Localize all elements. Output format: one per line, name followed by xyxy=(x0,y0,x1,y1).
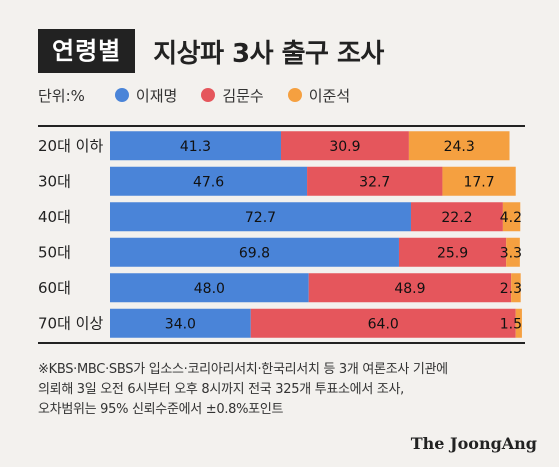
legend-label-kim-moonsoo: 김문수 xyxy=(222,86,264,105)
bar-lee-jaemyung xyxy=(110,166,308,196)
legend-dot-kim-moonsoo xyxy=(201,88,216,102)
legend-dot-lee-jaemyung xyxy=(114,88,129,102)
category-label: 70대 이상 xyxy=(38,314,103,332)
legend-item-lee-jaemyung: 이재명 xyxy=(114,85,178,106)
value-label-lee-jaemyung: 47.6 xyxy=(193,174,224,190)
category-label: 40대 xyxy=(38,208,71,226)
bar-lee-junseok xyxy=(442,166,516,196)
title-row: 연령별 지상파 3사 출구 조사 xyxy=(38,28,384,74)
bar-kim-moonsoo xyxy=(308,273,512,303)
footnote-line: 오차범위는 95% 신뢰수준에서 ±0.8%포인트 xyxy=(38,402,284,417)
joongang-logo: The JoongAng xyxy=(410,434,537,453)
category-label: 30대 xyxy=(38,172,71,190)
value-label-kim-moonsoo: 30.9 xyxy=(329,139,360,155)
bar-kim-moonsoo xyxy=(410,202,503,232)
unit-label: 단위:% xyxy=(38,86,85,105)
footnote-line: ※KBS·MBC·SBS가 입소스·코리아리서치·한국리서치 등 3개 여론조사… xyxy=(38,362,448,377)
category-label: 50대 xyxy=(38,243,71,261)
bar-lee-junseok xyxy=(502,202,521,232)
bar-lee-junseok xyxy=(511,273,521,303)
value-label-lee-junseok: 1.5 xyxy=(500,316,522,332)
category-label: 60대 xyxy=(38,279,71,297)
value-label-kim-moonsoo: 64.0 xyxy=(368,316,399,332)
bar-lee-jaemyung xyxy=(110,237,399,267)
value-label-lee-jaemyung: 34.0 xyxy=(165,316,196,332)
value-label-lee-junseok: 24.3 xyxy=(444,139,475,155)
bar-kim-moonsoo xyxy=(280,131,409,161)
bar-lee-jaemyung xyxy=(110,273,309,303)
chart-bottom-rule xyxy=(38,342,525,344)
legend-item-kim-moonsoo: 김문수 xyxy=(201,85,264,106)
legend-label-lee-junseok: 이준석 xyxy=(308,86,351,105)
bar-lee-jaemyung xyxy=(110,202,411,232)
bar-kim-moonsoo xyxy=(250,308,516,338)
bar-lee-junseok xyxy=(408,131,510,161)
legend: 단위:% 이재명 김문수 이준석 xyxy=(38,84,374,106)
value-label-lee-junseok: 3.3 xyxy=(500,245,522,261)
title-tag: 연령별 xyxy=(38,29,136,73)
value-label-lee-jaemyung: 69.8 xyxy=(239,245,270,261)
chart-top-rule xyxy=(38,125,525,127)
legend-item-lee-junseok: 이준석 xyxy=(287,85,351,106)
value-label-lee-junseok: 2.3 xyxy=(500,281,522,297)
value-label-lee-jaemyung: 41.3 xyxy=(180,139,211,155)
bar-lee-junseok xyxy=(506,237,520,267)
legend-dot-lee-junseok xyxy=(287,88,302,102)
value-label-kim-moonsoo: 22.2 xyxy=(441,210,472,226)
value-label-lee-jaemyung: 72.7 xyxy=(245,210,276,226)
value-label-kim-moonsoo: 25.9 xyxy=(437,245,468,261)
bar-lee-junseok xyxy=(515,308,522,338)
bar-kim-moonsoo xyxy=(398,237,507,267)
bar-lee-jaemyung xyxy=(110,308,251,338)
footnote: ※KBS·MBC·SBS가 입소스·코리아리서치·한국리서치 등 3개 여론조사… xyxy=(38,360,538,420)
value-label-lee-jaemyung: 48.0 xyxy=(194,281,225,297)
bar-lee-jaemyung xyxy=(110,131,281,161)
legend-label-lee-jaemyung: 이재명 xyxy=(135,86,178,105)
category-label: 20대 이하 xyxy=(38,137,103,155)
value-label-lee-junseok: 17.7 xyxy=(463,174,494,190)
bar-kim-moonsoo xyxy=(307,166,443,196)
value-label-kim-moonsoo: 48.9 xyxy=(394,281,425,297)
value-label-kim-moonsoo: 32.7 xyxy=(359,174,390,190)
footnote-line: 의뢰해 3일 오전 6시부터 오후 8시까지 전국 325개 투표소에서 조사, xyxy=(38,382,404,397)
page-title: 지상파 3사 출구 조사 xyxy=(153,38,384,69)
value-label-lee-junseok: 4.2 xyxy=(500,210,522,226)
